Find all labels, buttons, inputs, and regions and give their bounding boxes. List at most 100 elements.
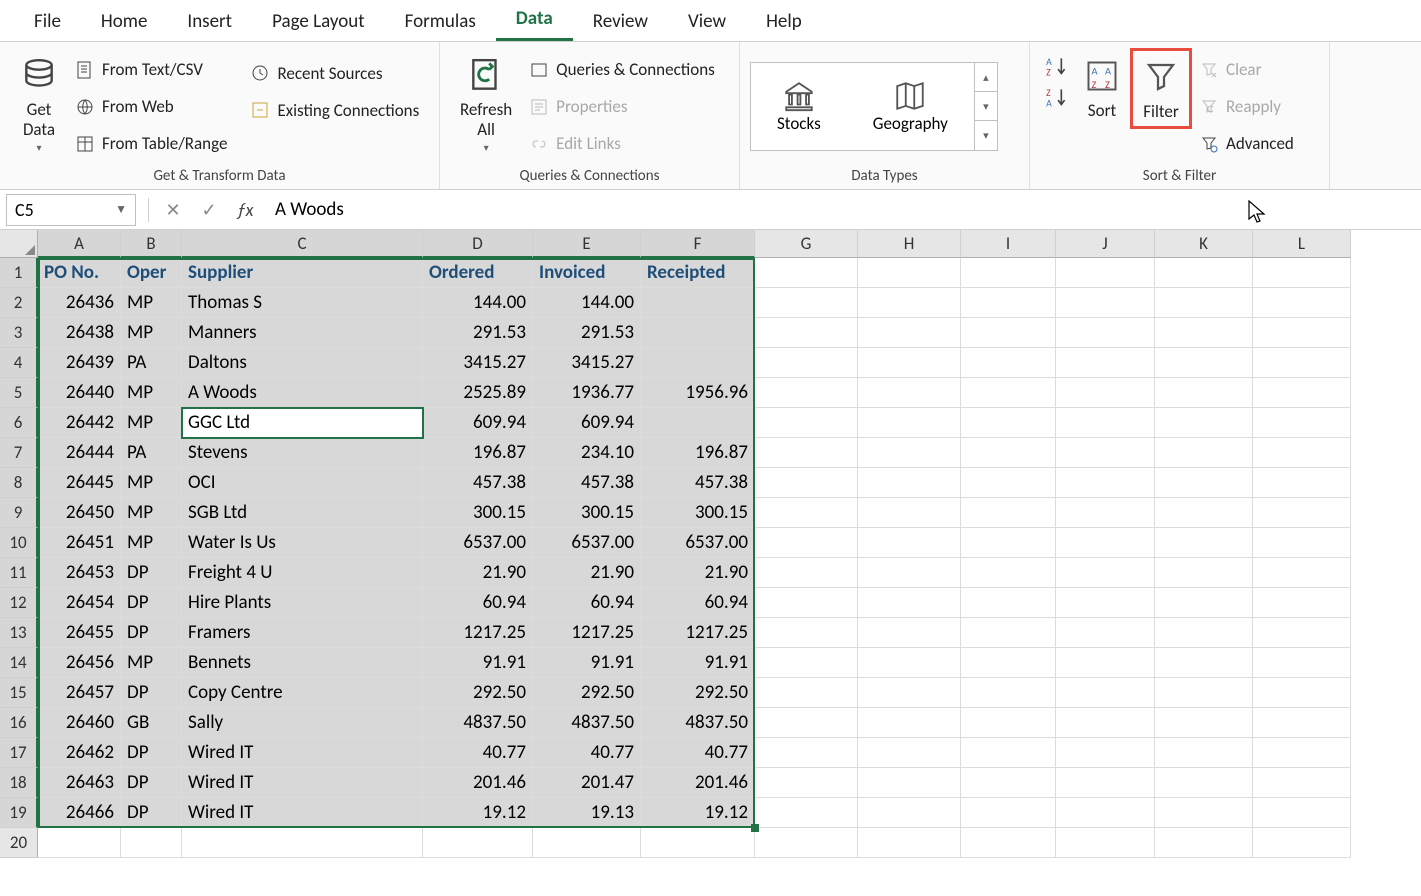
- cell[interactable]: 26451: [38, 528, 121, 558]
- cell[interactable]: 26466: [38, 798, 121, 828]
- cell[interactable]: [755, 438, 858, 468]
- cell[interactable]: [1056, 618, 1155, 648]
- cell[interactable]: [641, 318, 755, 348]
- cancel-formula-button[interactable]: ✕: [155, 199, 191, 221]
- cell[interactable]: 91.91: [533, 648, 641, 678]
- cell[interactable]: 144.00: [533, 288, 641, 318]
- cell[interactable]: Hire Plants: [182, 588, 423, 618]
- column-header-L[interactable]: L: [1253, 230, 1351, 258]
- sort-button[interactable]: AZAZ Sort: [1074, 48, 1130, 127]
- cell[interactable]: [1253, 708, 1351, 738]
- cell[interactable]: 6537.00: [641, 528, 755, 558]
- cell[interactable]: 609.94: [533, 408, 641, 438]
- cell[interactable]: [961, 558, 1056, 588]
- cell[interactable]: DP: [121, 768, 182, 798]
- cell[interactable]: [961, 828, 1056, 858]
- cell[interactable]: 457.38: [641, 468, 755, 498]
- cell[interactable]: Thomas S: [182, 288, 423, 318]
- cell[interactable]: 60.94: [641, 588, 755, 618]
- header-cell[interactable]: Oper: [121, 258, 182, 288]
- header-cell[interactable]: Ordered: [423, 258, 533, 288]
- cell[interactable]: PA: [121, 438, 182, 468]
- cell[interactable]: [1253, 498, 1351, 528]
- cell[interactable]: 457.38: [533, 468, 641, 498]
- column-header-F[interactable]: F: [641, 230, 755, 258]
- cell[interactable]: 292.50: [533, 678, 641, 708]
- gallery-up-icon[interactable]: ▴: [975, 63, 997, 92]
- cell[interactable]: [1056, 798, 1155, 828]
- sort-desc-button[interactable]: ZA: [1044, 85, 1070, 116]
- cell[interactable]: [755, 258, 858, 288]
- cell[interactable]: [1253, 318, 1351, 348]
- cell[interactable]: 26442: [38, 408, 121, 438]
- cell[interactable]: [858, 438, 961, 468]
- cell[interactable]: 26454: [38, 588, 121, 618]
- cell[interactable]: [961, 648, 1056, 678]
- cell[interactable]: [858, 408, 961, 438]
- cell[interactable]: [1253, 288, 1351, 318]
- cell[interactable]: [755, 618, 858, 648]
- cell[interactable]: 234.10: [533, 438, 641, 468]
- cell[interactable]: 300.15: [641, 498, 755, 528]
- cell[interactable]: [1155, 708, 1253, 738]
- ribbon-tab-help[interactable]: Help: [746, 2, 822, 41]
- cell[interactable]: [1253, 468, 1351, 498]
- cell[interactable]: SGB Ltd: [182, 498, 423, 528]
- cell[interactable]: [641, 408, 755, 438]
- cell[interactable]: Bennets: [182, 648, 423, 678]
- cell[interactable]: [1155, 618, 1253, 648]
- row-header[interactable]: 18: [0, 768, 38, 798]
- cell[interactable]: [1253, 408, 1351, 438]
- cell[interactable]: [961, 438, 1056, 468]
- cell[interactable]: 26438: [38, 318, 121, 348]
- cell[interactable]: [182, 828, 423, 858]
- cell[interactable]: [121, 828, 182, 858]
- fill-handle[interactable]: [751, 824, 759, 832]
- cell[interactable]: Sally: [182, 708, 423, 738]
- cell[interactable]: [1056, 378, 1155, 408]
- cell[interactable]: 40.77: [423, 738, 533, 768]
- cell[interactable]: DP: [121, 798, 182, 828]
- cell[interactable]: 196.87: [423, 438, 533, 468]
- cell[interactable]: [755, 828, 858, 858]
- cell[interactable]: OCI: [182, 468, 423, 498]
- gallery-down-icon[interactable]: ▾: [975, 92, 997, 121]
- geography-button[interactable]: Geography: [847, 71, 974, 142]
- cell[interactable]: 292.50: [423, 678, 533, 708]
- cell[interactable]: [755, 378, 858, 408]
- cell[interactable]: Wired IT: [182, 738, 423, 768]
- gallery-more-icon[interactable]: ▾: [975, 121, 997, 150]
- row-header[interactable]: 3: [0, 318, 38, 348]
- from-table-range-button[interactable]: From Table/Range: [68, 127, 235, 160]
- cell[interactable]: DP: [121, 588, 182, 618]
- cell[interactable]: [1253, 588, 1351, 618]
- cell[interactable]: [1155, 258, 1253, 288]
- cell[interactable]: [1056, 528, 1155, 558]
- cell[interactable]: 291.53: [423, 318, 533, 348]
- cell[interactable]: [1155, 768, 1253, 798]
- row-header[interactable]: 8: [0, 468, 38, 498]
- cell[interactable]: GB: [121, 708, 182, 738]
- cell[interactable]: [1155, 288, 1253, 318]
- cell[interactable]: [1155, 678, 1253, 708]
- cell[interactable]: [755, 708, 858, 738]
- cells-area[interactable]: PO No.OperSupplierOrderedInvoicedReceipt…: [38, 258, 1351, 858]
- cell[interactable]: 609.94: [423, 408, 533, 438]
- row-header[interactable]: 15: [0, 678, 38, 708]
- formula-input[interactable]: A Woods: [263, 198, 1421, 221]
- cell[interactable]: [1253, 558, 1351, 588]
- cell[interactable]: MP: [121, 498, 182, 528]
- cell[interactable]: [961, 498, 1056, 528]
- cell[interactable]: 4837.50: [641, 708, 755, 738]
- cell[interactable]: [755, 468, 858, 498]
- cell[interactable]: 300.15: [533, 498, 641, 528]
- cell[interactable]: [858, 318, 961, 348]
- cell[interactable]: [858, 708, 961, 738]
- column-header-B[interactable]: B: [121, 230, 182, 258]
- cell[interactable]: [1056, 828, 1155, 858]
- cell[interactable]: 26436: [38, 288, 121, 318]
- column-header-H[interactable]: H: [858, 230, 961, 258]
- column-header-A[interactable]: A: [38, 230, 121, 258]
- filter-button[interactable]: Filter: [1130, 48, 1192, 129]
- cell[interactable]: 1936.77: [533, 378, 641, 408]
